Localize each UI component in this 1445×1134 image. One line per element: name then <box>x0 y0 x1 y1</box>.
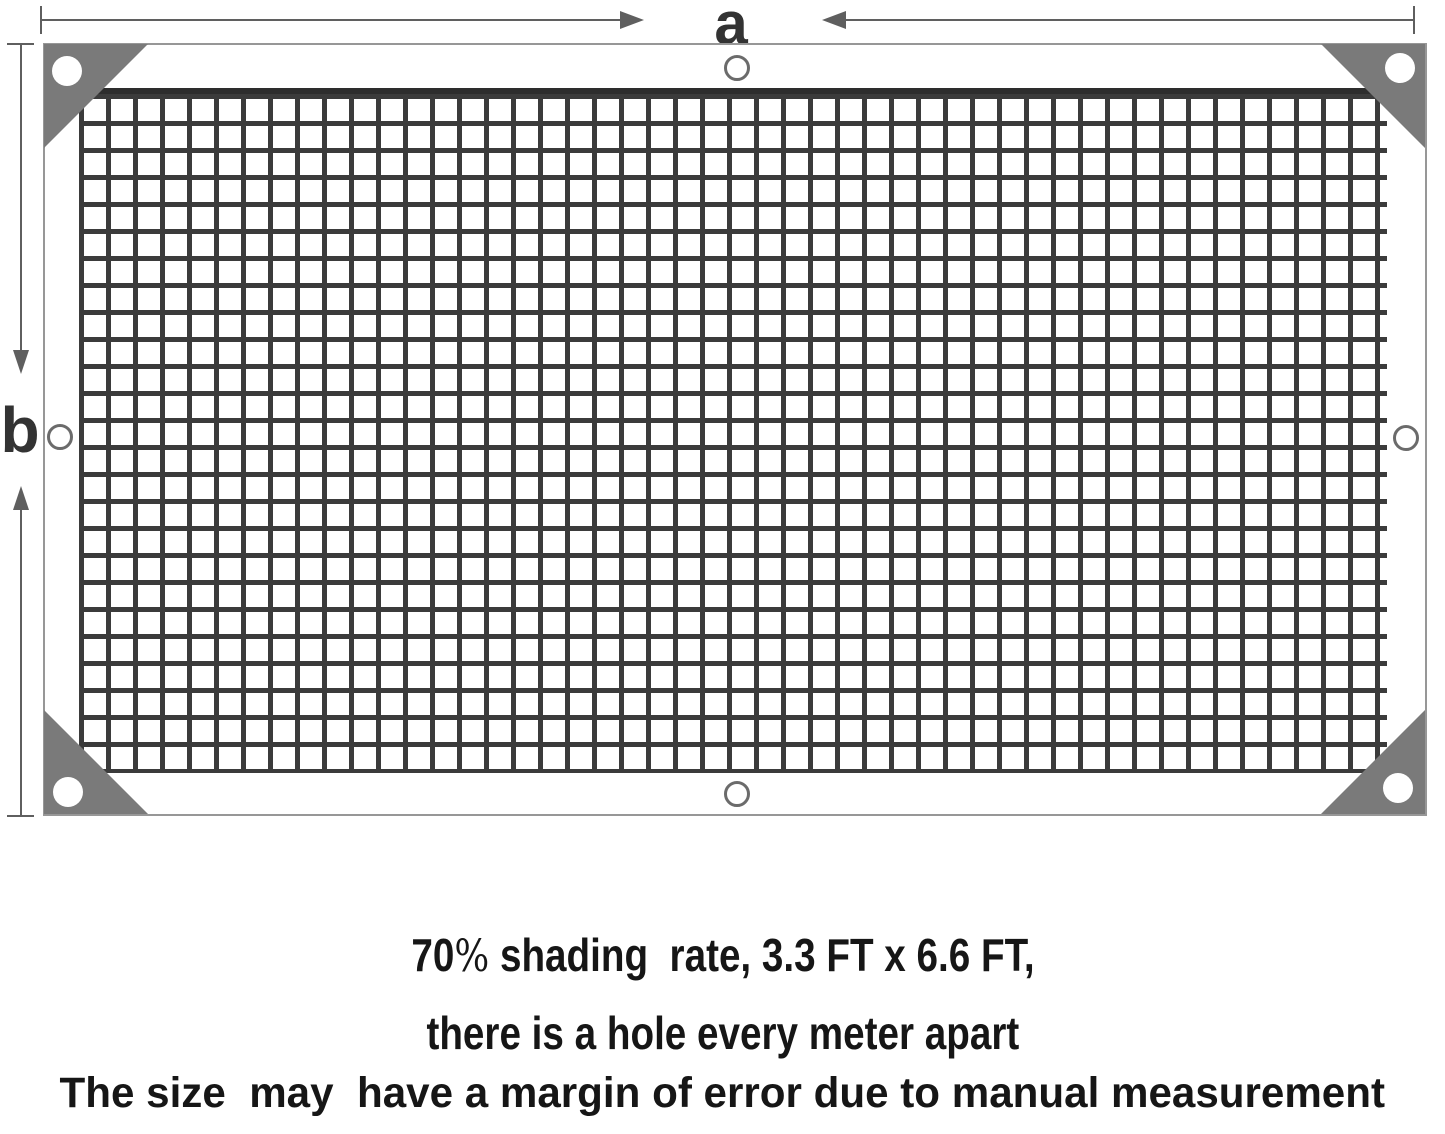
dim-b-arrowhead-down-icon <box>13 350 29 374</box>
dim-b-line-upper <box>20 45 22 350</box>
dim-b-start-tick <box>7 43 34 45</box>
dim-a-arrowhead-left-icon <box>822 11 846 29</box>
grommet-left-middle-icon <box>47 424 73 450</box>
dim-b-line-lower <box>20 510 22 815</box>
percent-sign: % <box>453 931 489 982</box>
dim-a-end-tick <box>1413 6 1415 34</box>
shading-rate-value: 70 <box>410 929 454 981</box>
caption-line-1: 70% shading rate, 3.3 FT x 6.6 FT, <box>0 928 1445 983</box>
grommet-top-left-icon <box>52 56 82 86</box>
grommet-bottom-center-icon <box>724 781 750 807</box>
caption-line-2: there is a hole every meter apart <box>0 1006 1445 1061</box>
caption-line-1-rest: shading rate, 3.3 FT x 6.6 FT, <box>488 929 1035 981</box>
dim-a-start-tick <box>40 6 42 34</box>
grommet-top-right-icon <box>1385 53 1415 83</box>
grommet-bottom-left-icon <box>53 777 83 807</box>
dim-a-line-right <box>846 19 1414 21</box>
caption-line-2-text: there is a hole every meter apart <box>426 1007 1019 1059</box>
caption-line-3-text: The size may have a margin of error due … <box>59 1069 1386 1117</box>
dim-a-line-left <box>42 19 620 21</box>
dim-b-label: b <box>0 394 40 466</box>
dim-b-end-tick <box>7 815 34 817</box>
mesh-grid <box>79 88 1387 773</box>
grommet-right-middle-icon <box>1393 425 1419 451</box>
caption-line-3: The size may have a margin of error due … <box>0 1068 1445 1120</box>
grommet-top-center-icon <box>724 55 750 81</box>
dimension-b: b <box>0 0 60 830</box>
dim-a-arrowhead-right-icon <box>620 11 644 29</box>
grommet-bottom-right-icon <box>1383 773 1413 803</box>
dim-b-arrowhead-up-icon <box>13 486 29 510</box>
